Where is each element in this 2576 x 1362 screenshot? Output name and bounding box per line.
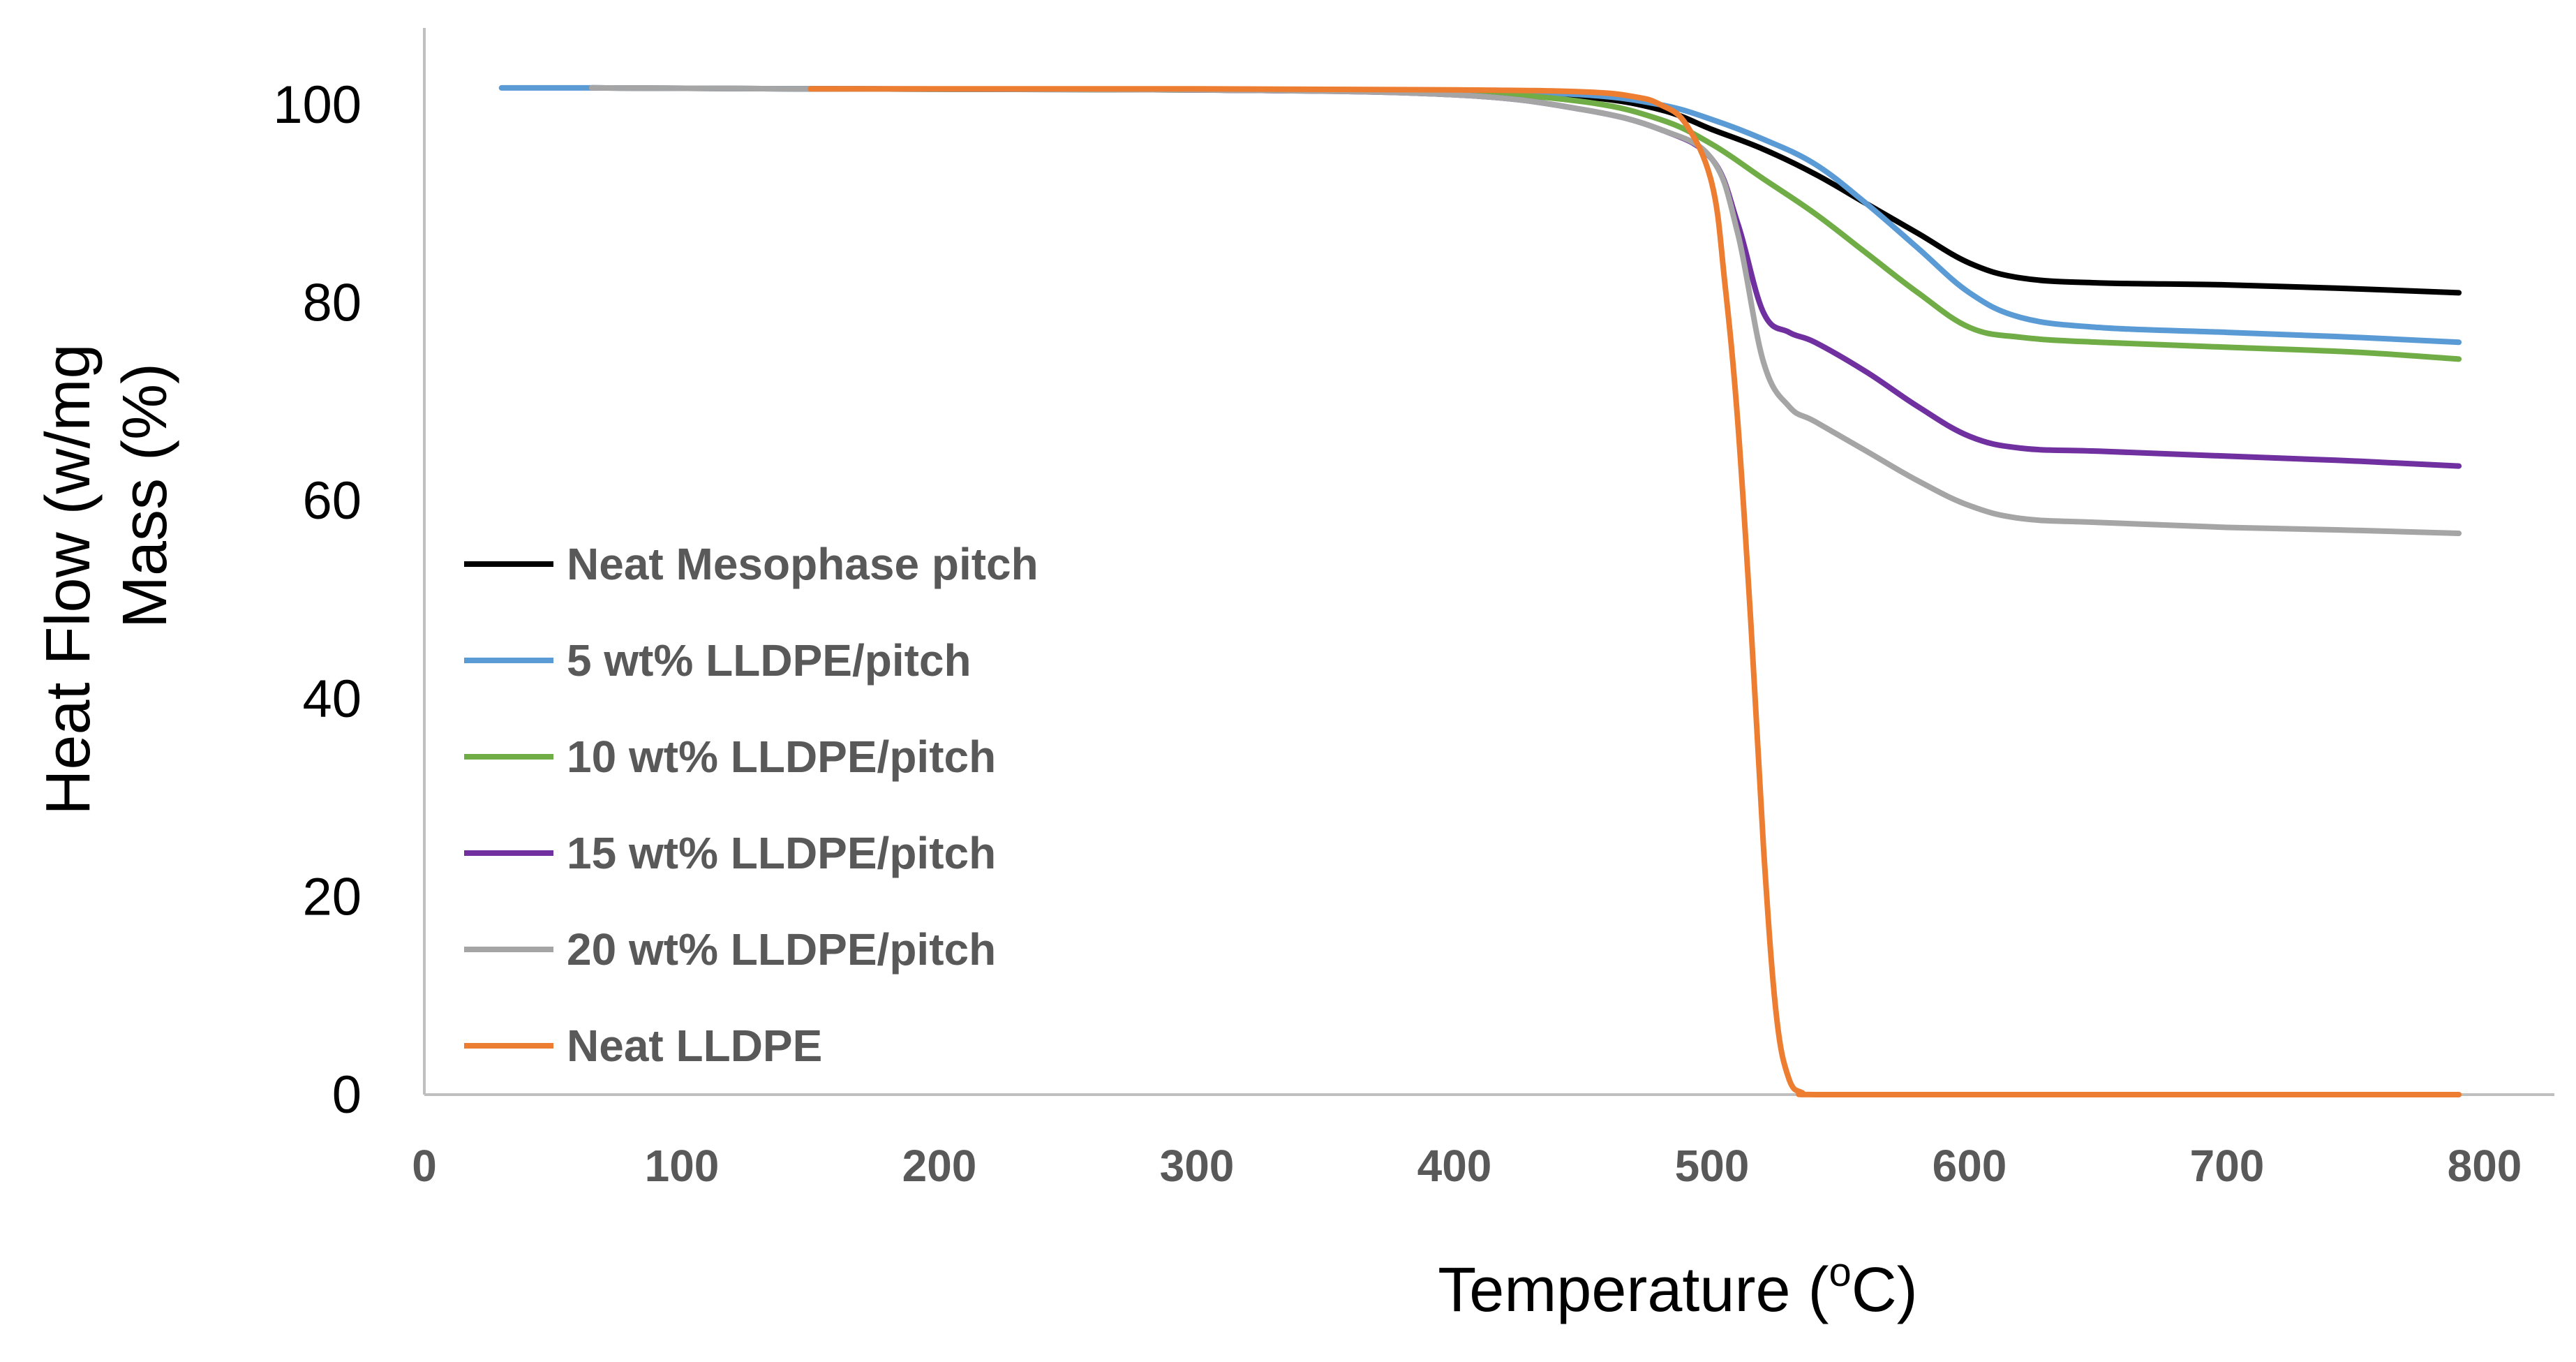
x-axis-title-superscript: o [1829, 1250, 1851, 1295]
x-tick-label: 700 [2190, 1141, 2265, 1191]
y-tick-label: 100 [273, 75, 362, 135]
y-tick-label: 60 [302, 471, 362, 531]
x-axis-title-main: Temperature ( [1438, 1255, 1829, 1325]
series-lines [498, 84, 2462, 1098]
y-tick-label: 0 [332, 1065, 362, 1125]
legend: Neat Mesophase pitch 5 wt% LLDPE/pitch 10 … [464, 539, 1038, 1071]
y-tick-labels: 0 20 40 60 80 100 [273, 75, 362, 1125]
y-tick-label: 20 [302, 867, 362, 926]
x-tick-label: 500 [1675, 1141, 1750, 1191]
x-tick-label: 400 [1417, 1141, 1492, 1191]
x-tick-labels: 0 100 200 300 400 500 600 700 800 [412, 1141, 2522, 1191]
legend-label: Neat Mesophase pitch [567, 539, 1038, 589]
y-tick-label: 40 [302, 669, 362, 729]
legend-label: Neat LLDPE [567, 1021, 822, 1071]
x-axis-title-suffix: C) [1852, 1255, 1918, 1325]
y-axis-title-line-2: Mass (%) [110, 363, 180, 628]
x-tick-label: 300 [1160, 1141, 1235, 1191]
y-tick-label: 80 [302, 274, 362, 333]
series-line-neat-lldpe [807, 86, 2462, 1098]
x-tick-label: 600 [1933, 1141, 2007, 1191]
x-axis-title: Temperature (oC) [1438, 1250, 1917, 1325]
legend-label: 20 wt% LLDPE/pitch [567, 924, 996, 975]
y-axis-title-line-1: Heat Flow (w/mg [33, 343, 103, 815]
legend-label: 5 wt% LLDPE/pitch [567, 635, 971, 686]
x-tick-label: 0 [412, 1141, 437, 1191]
x-tick-label: 200 [902, 1141, 977, 1191]
x-tick-label: 100 [645, 1141, 720, 1191]
legend-label: 15 wt% LLDPE/pitch [567, 828, 996, 878]
legend-label: 10 wt% LLDPE/pitch [567, 732, 996, 782]
x-tick-label: 800 [2448, 1141, 2522, 1191]
